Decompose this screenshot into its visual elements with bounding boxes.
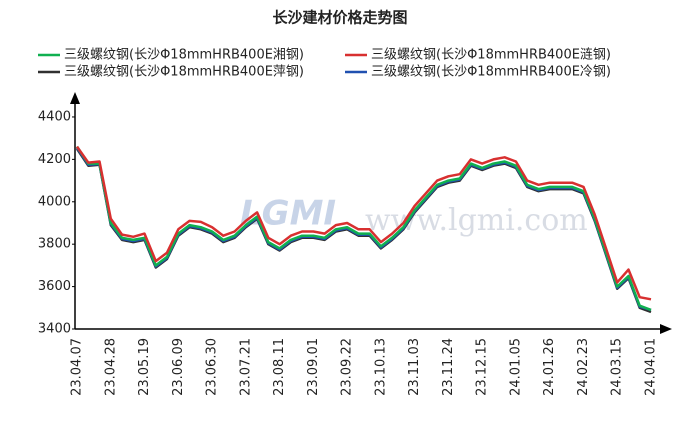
y-tick-label: 4200 (38, 152, 71, 167)
legend-label: 三级螺纹钢(长沙Φ18mmHRB400E湘钢) (64, 48, 304, 63)
x-tick-label: 23.06.09 (171, 338, 186, 396)
x-tick-label: 23.10.13 (373, 338, 388, 396)
x-tick-label: 23.04.07 (70, 338, 85, 396)
x-arrow (660, 324, 672, 334)
x-tick-label: 23.11.03 (407, 338, 422, 396)
y-tick-label: 4000 (38, 194, 71, 209)
x-tick-label: 23.09.01 (306, 338, 321, 396)
x-tick-label: 24.03.15 (610, 338, 625, 396)
series-line (75, 145, 652, 301)
series-line (75, 145, 652, 312)
legend-label: 三级螺纹钢(长沙Φ18mmHRB400E冷钢) (371, 65, 611, 80)
x-tick-label: 23.06.30 (205, 338, 220, 396)
y-tick-label: 4400 (38, 109, 71, 124)
y-tick-label: 3600 (38, 279, 71, 294)
x-tick-label: 23.08.11 (272, 338, 287, 396)
x-tick-label: 23.11.24 (441, 338, 456, 396)
x-tick-label: 23.04.28 (103, 338, 118, 396)
legend-label: 三级螺纹钢(长沙Φ18mmHRB400E涟钢) (371, 47, 611, 63)
x-tick-label: 23.07.21 (238, 338, 253, 396)
y-tick-label: 3400 (38, 322, 71, 337)
x-tick-label: 23.05.19 (137, 338, 152, 396)
y-arrow (70, 92, 80, 104)
x-tick-label: 23.09.22 (340, 338, 355, 396)
chart-title: 长沙建材价格走势图 (272, 9, 407, 27)
y-tick-label: 3800 (38, 237, 71, 252)
x-tick-label: 24.04.01 (644, 338, 659, 396)
legend-label: 三级螺纹钢(长沙Φ18mmHRB400E萍钢) (64, 65, 304, 80)
x-tick-label: 23.12.15 (475, 338, 490, 396)
x-tick-label: 24.02.23 (576, 338, 591, 396)
x-tick-label: 24.01.26 (542, 338, 557, 396)
x-tick-label: 24.01.05 (508, 338, 523, 396)
